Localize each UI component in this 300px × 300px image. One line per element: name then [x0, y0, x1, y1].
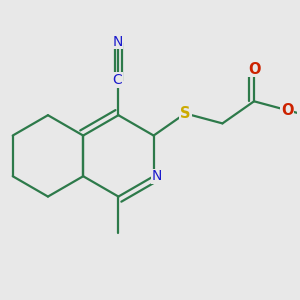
Text: O: O — [248, 62, 260, 77]
Text: C: C — [112, 73, 122, 87]
Text: S: S — [180, 106, 190, 121]
Text: N: N — [152, 169, 162, 183]
Text: O: O — [281, 103, 293, 118]
Text: N: N — [112, 34, 122, 49]
